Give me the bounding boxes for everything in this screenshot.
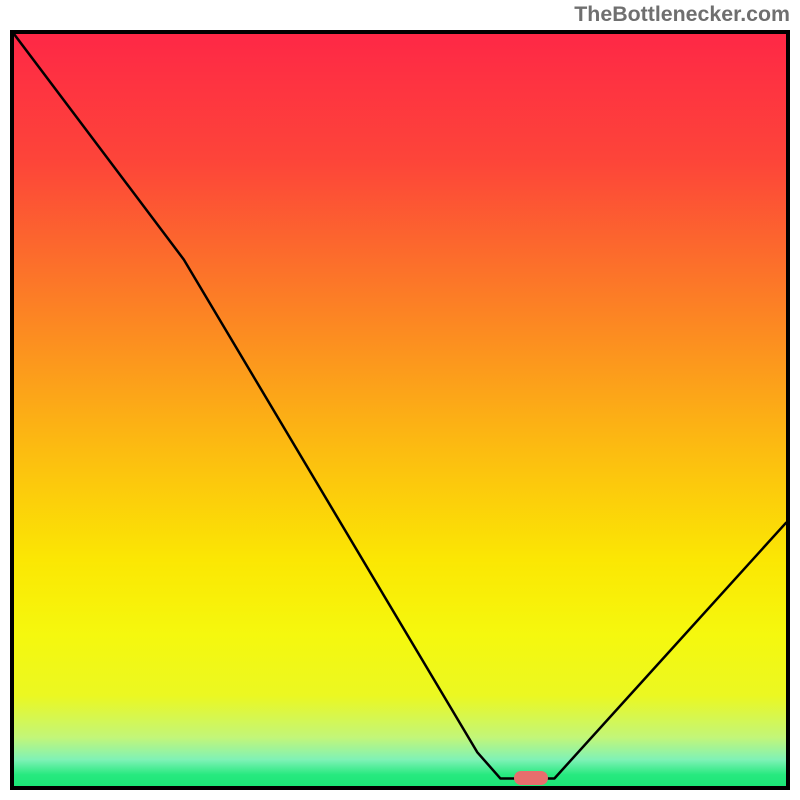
optimal-marker [514, 771, 548, 785]
bottleneck-curve [14, 34, 786, 778]
plot-frame [10, 30, 790, 790]
curve-layer [14, 34, 786, 786]
optimal-marker-rect [514, 771, 548, 785]
bottleneck-chart: TheBottlenecker.com [0, 0, 800, 800]
watermark-label: TheBottlenecker.com [574, 2, 790, 27]
